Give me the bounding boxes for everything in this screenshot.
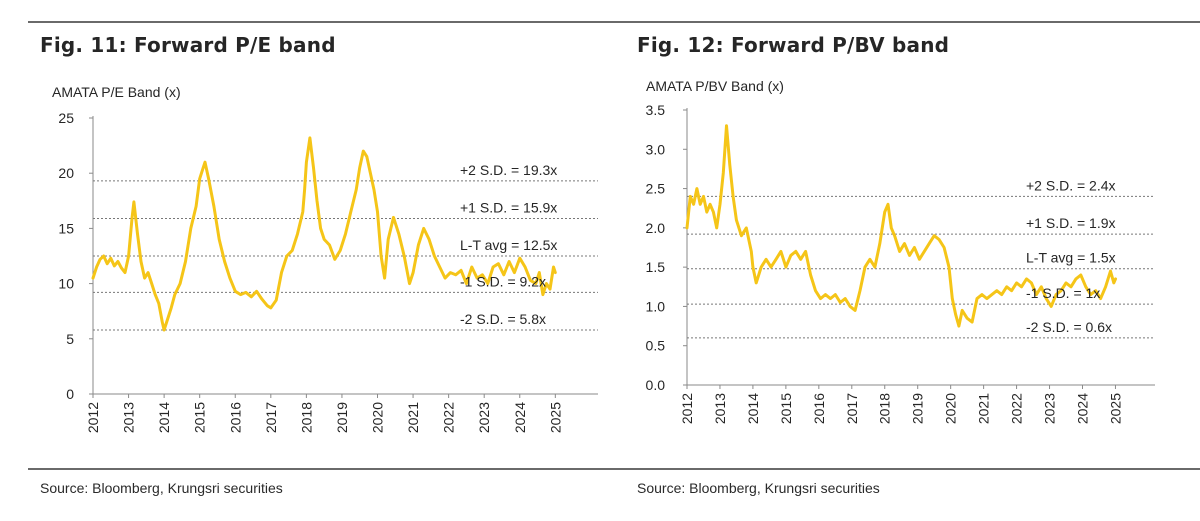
series-line xyxy=(685,124,1117,328)
x-tick-label: 2025 xyxy=(547,402,563,433)
top-rule xyxy=(28,21,1200,23)
band-label: -2 S.D. = 5.8x xyxy=(460,311,546,327)
x-tick-label: 2016 xyxy=(227,402,243,433)
chart-title: AMATA P/BV Band (x) xyxy=(646,78,784,94)
band-label: L-T avg = 1.5x xyxy=(1026,250,1116,266)
fig11-title: Fig. 11: Forward P/E band xyxy=(40,33,336,57)
x-tick-label: 2015 xyxy=(192,402,208,433)
band-label: L-T avg = 12.5x xyxy=(460,237,557,253)
y-tick-label: 2.0 xyxy=(646,220,666,236)
chart-title: AMATA P/E Band (x) xyxy=(52,84,181,100)
y-tick-label: 2.5 xyxy=(646,181,666,197)
bottom-rule xyxy=(28,468,1200,470)
x-tick-label: 2016 xyxy=(811,393,827,424)
band-label: +1 S.D. = 15.9x xyxy=(460,199,557,215)
y-tick-label: 10 xyxy=(58,276,74,292)
fig12-source: Source: Bloomberg, Krungsri securities xyxy=(637,480,880,496)
x-tick-label: 2022 xyxy=(1009,393,1025,424)
x-tick-label: 2012 xyxy=(85,402,101,433)
x-tick-label: 2025 xyxy=(1107,393,1123,424)
x-tick-label: 2018 xyxy=(298,402,314,433)
x-tick-label: 2023 xyxy=(1042,393,1058,424)
x-tick-label: 2013 xyxy=(121,402,137,433)
band-label: -1 S.D. = 1x xyxy=(1026,285,1100,301)
pbv-band-chart: AMATA P/BV Band (x) 0.0 0.5 1.0 1.5 2.0 2.5 3.0… xyxy=(646,78,1155,424)
x-tick-label: 2022 xyxy=(441,402,457,433)
x-tick-label: 2021 xyxy=(405,402,421,433)
y-tick-label: 1.0 xyxy=(646,298,666,314)
x-tick-label: 2020 xyxy=(370,402,386,433)
x-tick-label: 2019 xyxy=(334,402,350,433)
x-tick-label: 2014 xyxy=(156,402,172,433)
fig11-source: Source: Bloomberg, Krungsri securities xyxy=(40,480,283,496)
y-tick-label: 5 xyxy=(66,331,74,347)
y-tick-label: 1.5 xyxy=(646,259,666,275)
y-tick-label: 0.0 xyxy=(646,377,666,393)
x-tick-label: 2021 xyxy=(976,393,992,424)
band-label: +2 S.D. = 2.4x xyxy=(1026,177,1116,193)
y-tick-label: 3.5 xyxy=(646,102,666,118)
band-label: -2 S.D. = 0.6x xyxy=(1026,319,1112,335)
x-tick-label: 2017 xyxy=(844,393,860,424)
x-tick-label: 2015 xyxy=(778,393,794,424)
x-tick-label: 2017 xyxy=(263,402,279,433)
x-tick-label: 2013 xyxy=(712,393,728,424)
x-tick-label: 2024 xyxy=(512,402,528,433)
y-tick-label: 15 xyxy=(58,220,74,236)
x-tick-label: 2014 xyxy=(745,393,761,424)
fig12-title: Fig. 12: Forward P/BV band xyxy=(637,33,950,57)
y-tick-label: 3.0 xyxy=(646,141,666,157)
y-tick-label: 25 xyxy=(58,110,74,126)
y-tick-label: 0.5 xyxy=(646,338,666,354)
x-tick-label: 2018 xyxy=(877,393,893,424)
y-tick-label: 20 xyxy=(58,165,74,181)
x-tick-label: 2012 xyxy=(679,393,695,424)
x-tick-label: 2023 xyxy=(476,402,492,433)
band-label: +2 S.D. = 19.3x xyxy=(460,162,557,178)
x-tick-label: 2020 xyxy=(943,393,959,424)
x-tick-label: 2024 xyxy=(1074,393,1090,424)
y-tick-label: 0 xyxy=(66,386,74,402)
x-tick-label: 2019 xyxy=(910,393,926,424)
series-line xyxy=(91,136,557,332)
band-label: +1 S.D. = 1.9x xyxy=(1026,215,1116,231)
band-label: -1 S.D. = 9.2x xyxy=(460,273,546,289)
